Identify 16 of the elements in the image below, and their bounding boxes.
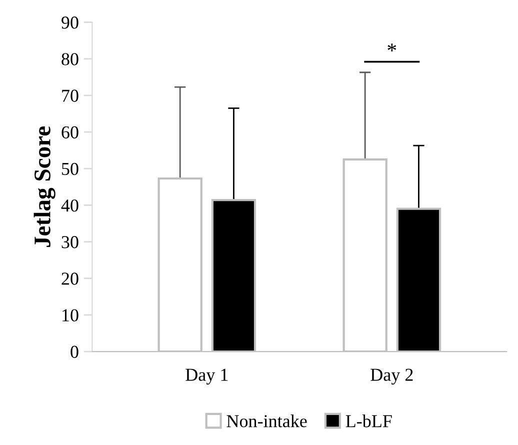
legend-label: L-bLF bbox=[346, 414, 392, 428]
y-axis-title: Jetlag Score bbox=[34, 126, 56, 247]
y-tick-label: 20 bbox=[62, 272, 78, 285]
y-tick-label: 50 bbox=[62, 162, 78, 176]
y-tick-label: 70 bbox=[62, 90, 78, 102]
y-tick-label: 40 bbox=[61, 199, 78, 212]
y-tick-label: 60 bbox=[62, 126, 78, 138]
y-tick-label: 0 bbox=[70, 346, 78, 358]
annotation: * bbox=[388, 44, 396, 52]
x-tick-label: Day 1 bbox=[186, 368, 228, 385]
y-tick-label: 90 bbox=[62, 16, 78, 29]
y-tick-label: 10 bbox=[62, 309, 78, 322]
legend-label: Non-intake bbox=[226, 414, 307, 428]
y-tick-label: 30 bbox=[62, 236, 78, 248]
y-tick-label: 80 bbox=[62, 53, 78, 66]
x-tick-label: Day 2 bbox=[370, 368, 413, 385]
